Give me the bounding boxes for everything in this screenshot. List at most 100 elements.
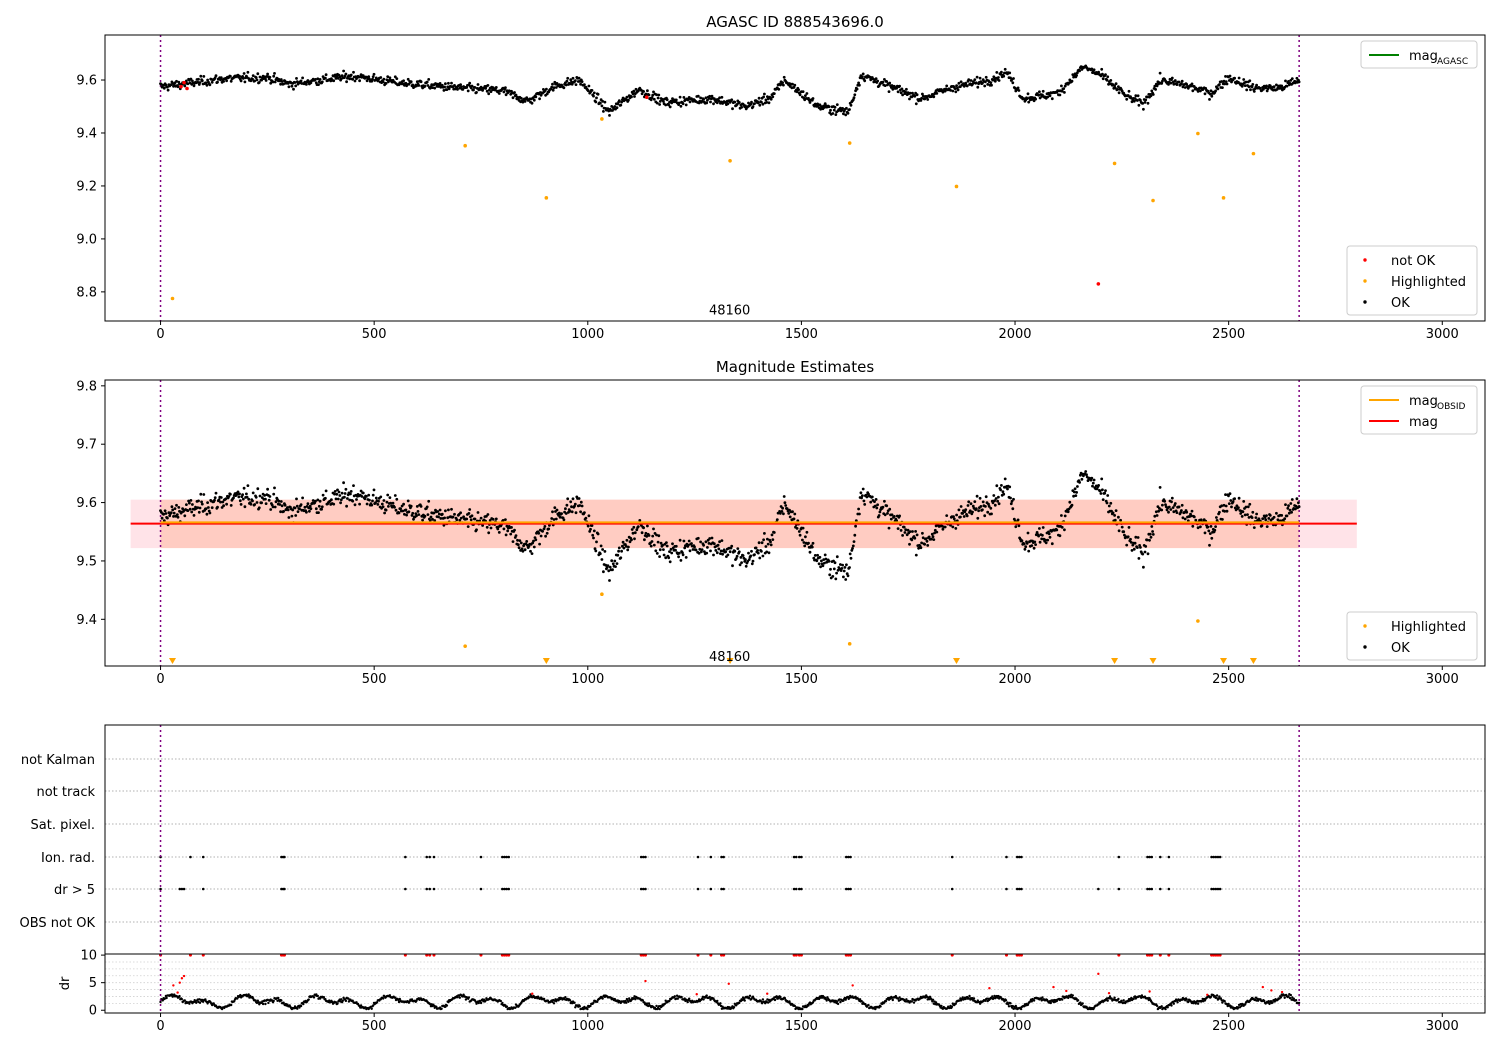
data-point-ok	[747, 558, 751, 561]
data-point-ok	[397, 511, 401, 515]
data-point-ok	[992, 75, 996, 79]
data-point-ok	[1223, 509, 1227, 513]
legend-subscript: AGASC	[1437, 57, 1468, 67]
data-point-ok	[751, 105, 755, 108]
data-point-ok	[889, 517, 893, 521]
dr-point-ok	[340, 998, 343, 1001]
dr-point-bad	[180, 977, 184, 980]
data-point-ok	[592, 94, 595, 98]
data-point-ok	[832, 108, 836, 112]
data-point-ok	[295, 77, 298, 80]
data-point-ok	[1145, 538, 1149, 542]
data-point-ok	[348, 498, 352, 502]
data-point-ok	[294, 84, 298, 88]
data-point-ok	[678, 538, 682, 542]
dr-point-ok	[479, 1001, 483, 1005]
data-point-ok	[1063, 84, 1067, 88]
data-point-ok	[384, 82, 388, 85]
data-point-ok	[553, 506, 557, 510]
data-point-ok	[199, 74, 203, 78]
flag-point	[1097, 887, 1100, 891]
data-point-ok	[1097, 484, 1100, 487]
data-point-ok	[708, 537, 712, 540]
data-point-ok	[650, 96, 654, 100]
dr-point-ok	[735, 1004, 738, 1007]
data-point-ok	[587, 84, 591, 88]
data-point-ok	[487, 92, 491, 96]
data-point-ok	[608, 565, 612, 569]
data-point-ok	[861, 75, 864, 79]
data-point-ok	[1144, 98, 1148, 102]
data-point-ok	[863, 79, 867, 83]
y-tick-label: 5	[89, 976, 97, 991]
data-point-ok	[311, 499, 315, 502]
data-point-ok	[246, 484, 250, 487]
data-point-ok	[189, 499, 193, 502]
data-point-ok	[339, 498, 343, 502]
data-point-ok	[955, 84, 958, 88]
dr-point-ok	[1283, 996, 1286, 999]
data-point-ok	[749, 554, 753, 558]
data-point-ok	[1037, 534, 1040, 538]
data-point-ok	[1255, 512, 1258, 516]
data-point-ok	[679, 104, 683, 108]
data-point-ok	[1203, 531, 1207, 535]
data-point-ok	[391, 501, 395, 505]
data-point-ok	[994, 497, 998, 500]
flag-point	[847, 855, 850, 859]
data-point-ok	[381, 505, 385, 509]
data-point-ok	[962, 515, 966, 518]
data-point-ok	[670, 551, 674, 555]
data-point-ok	[592, 529, 596, 533]
data-point-ok	[309, 507, 313, 511]
data-point-ok	[290, 514, 294, 518]
data-point-ok	[1275, 511, 1278, 515]
data-point-ok	[332, 502, 336, 506]
data-point-ok	[1122, 530, 1126, 534]
data-point-ok	[1297, 505, 1301, 509]
y-tick-label: 9.6	[76, 496, 97, 511]
x-tick-label: 500	[362, 672, 387, 687]
data-point-ok	[667, 103, 671, 107]
data-point-ok	[649, 544, 653, 548]
data-point-ok	[532, 545, 536, 549]
data-point-ok	[1172, 510, 1176, 514]
data-point-ok	[1240, 515, 1244, 518]
flag-point	[1148, 855, 1151, 859]
data-point-ok	[839, 563, 842, 566]
data-point-ok	[1171, 506, 1175, 509]
data-point-ok	[1170, 500, 1173, 504]
data-point-ok	[251, 77, 254, 81]
dr-point-ok	[347, 1000, 351, 1003]
data-point-ok	[476, 511, 480, 514]
data-point-ok	[624, 545, 628, 548]
flag-point	[428, 855, 432, 859]
data-point-ok	[1104, 489, 1107, 492]
data-point-ok	[1063, 528, 1066, 532]
data-point-ok	[335, 492, 339, 496]
data-point-ok	[1225, 509, 1229, 513]
data-point-ok	[286, 506, 289, 509]
data-point-highlighted	[847, 642, 852, 646]
data-point-ok	[797, 88, 800, 92]
data-point-ok	[935, 530, 939, 534]
dr-point-ok	[1267, 1000, 1271, 1003]
data-point-ok	[361, 74, 365, 78]
data-point-ok	[651, 534, 655, 538]
data-point-ok	[171, 508, 175, 512]
data-point-ok	[1092, 68, 1096, 72]
data-point-ok	[169, 511, 173, 515]
data-point-ok	[243, 80, 247, 84]
data-point-ok	[251, 499, 254, 503]
data-point-ok	[1125, 543, 1129, 547]
dr-point-ok	[801, 1007, 804, 1011]
dr-point-ok	[351, 999, 354, 1002]
data-point-ok	[534, 95, 538, 99]
data-point-ok	[245, 495, 249, 499]
data-point-ok	[921, 94, 925, 98]
data-point-ok	[823, 106, 826, 109]
data-point-ok	[763, 92, 766, 96]
data-point-ok	[1026, 92, 1030, 96]
data-point-ok	[459, 85, 463, 89]
data-point-ok	[914, 530, 917, 533]
